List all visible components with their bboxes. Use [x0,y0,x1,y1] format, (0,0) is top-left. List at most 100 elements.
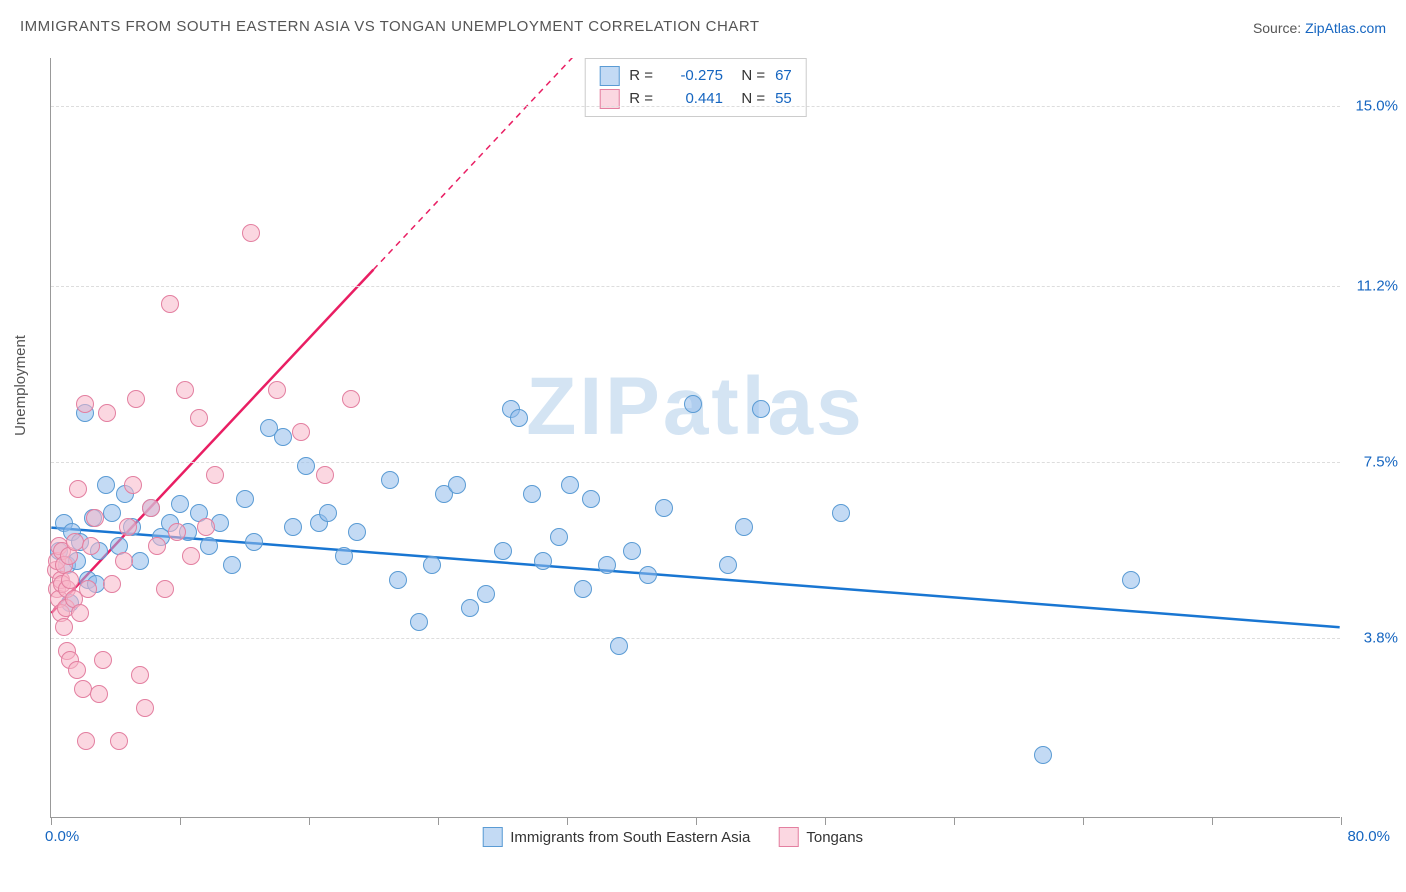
scatter-point [124,476,142,494]
scatter-point [550,528,568,546]
scatter-point [561,476,579,494]
scatter-point [61,571,79,589]
scatter-point [494,542,512,560]
scatter-point [381,471,399,489]
scatter-point [639,566,657,584]
x-tick [438,817,439,825]
x-tick [1341,817,1342,825]
scatter-point [655,499,673,517]
scatter-point [623,542,641,560]
scatter-point [348,523,366,541]
scatter-point [206,466,224,484]
scatter-point [156,580,174,598]
scatter-point [90,685,108,703]
scatter-point [110,732,128,750]
scatter-point [115,552,133,570]
gridline-horizontal [51,106,1340,107]
legend-swatch [778,827,798,847]
scatter-point [389,571,407,589]
scatter-point [182,547,200,565]
gridline-horizontal [51,286,1340,287]
scatter-point [82,537,100,555]
scatter-point [832,504,850,522]
x-tick [1212,817,1213,825]
legend-swatch [482,827,502,847]
scatter-point [342,390,360,408]
scatter-point [97,476,115,494]
chart-title: IMMIGRANTS FROM SOUTH EASTERN ASIA VS TO… [20,18,760,35]
scatter-point [448,476,466,494]
scatter-point [245,533,263,551]
legend-series-label: Immigrants from South Eastern Asia [510,829,750,846]
legend-stat-row: R = 0.441 N = 55 [599,88,792,111]
scatter-point [1122,571,1140,589]
y-tick-label: 3.8% [1364,629,1398,646]
source-label: Source: [1253,20,1301,36]
scatter-point [274,428,292,446]
scatter-point [582,490,600,508]
x-tick [309,817,310,825]
scatter-point [423,556,441,574]
scatter-point [534,552,552,570]
series-legend: Immigrants from South Eastern Asia Tongan… [482,827,863,847]
legend-swatch [599,66,619,86]
scatter-point [316,466,334,484]
scatter-point [55,618,73,636]
scatter-point [69,480,87,498]
scatter-point [190,409,208,427]
stat-r-value: -0.275 [663,65,723,88]
scatter-point [297,457,315,475]
legend-stat-row: R = -0.275 N = 67 [599,65,792,88]
scatter-point [200,537,218,555]
scatter-point [610,637,628,655]
scatter-point [103,575,121,593]
scatter-point [76,395,94,413]
stat-n-label: N = [733,65,765,88]
scatter-point [598,556,616,574]
scatter-point [242,224,260,242]
legend-series-item: Immigrants from South Eastern Asia [482,827,750,847]
scatter-chart: ZIPatlas R = -0.275 N = 67 R = 0.441 N =… [50,58,1340,818]
scatter-point [131,552,149,570]
trend-lines-layer [51,58,1340,817]
scatter-point [148,537,166,555]
scatter-point [136,699,154,717]
scatter-point [684,395,702,413]
source-link[interactable]: ZipAtlas.com [1305,20,1386,36]
legend-series-label: Tongans [806,829,863,846]
scatter-point [461,599,479,617]
y-tick-label: 11.2% [1357,278,1398,295]
scatter-point [510,409,528,427]
x-tick [567,817,568,825]
scatter-point [284,518,302,536]
legend-series-item: Tongans [778,827,863,847]
x-tick [954,817,955,825]
scatter-point [752,400,770,418]
scatter-point [410,613,428,631]
source-attribution: Source: ZipAtlas.com [1253,20,1386,36]
scatter-point [142,499,160,517]
x-axis-max-label: 80.0% [1347,828,1390,845]
scatter-point [719,556,737,574]
scatter-point [168,523,186,541]
scatter-point [94,651,112,669]
stat-r-label: R = [629,65,653,88]
scatter-point [523,485,541,503]
scatter-point [79,580,97,598]
y-tick-label: 7.5% [1364,453,1398,470]
stat-n-value: 67 [775,65,792,88]
scatter-point [236,490,254,508]
scatter-point [574,580,592,598]
trend-line-solid [51,270,373,613]
x-tick [696,817,697,825]
x-tick [180,817,181,825]
gridline-horizontal [51,638,1340,639]
scatter-point [68,661,86,679]
scatter-point [98,404,116,422]
scatter-point [119,518,137,536]
scatter-point [268,381,286,399]
x-axis-min-label: 0.0% [45,828,79,845]
scatter-point [477,585,495,603]
scatter-point [131,666,149,684]
scatter-point [86,509,104,527]
